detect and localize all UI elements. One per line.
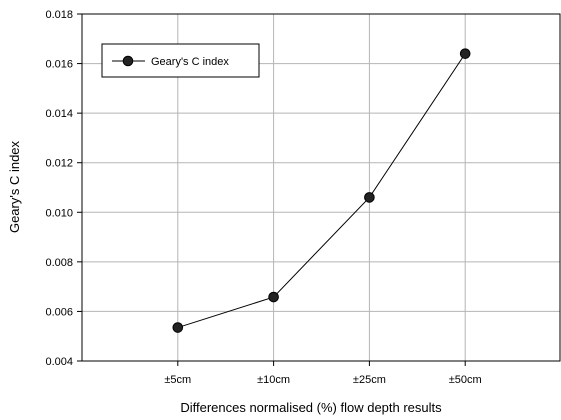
y-tick-label: 0.006 — [45, 306, 73, 318]
legend: Geary's C index — [101, 43, 260, 78]
x-tick-label: ±10cm — [257, 374, 290, 386]
y-tick-label: 0.014 — [45, 108, 73, 120]
series — [172, 48, 471, 333]
data-point — [364, 192, 375, 203]
y-tick-label: 0.018 — [45, 9, 73, 21]
x-axis-label: Differences normalised (%) flow depth re… — [180, 400, 442, 415]
data-point — [172, 322, 184, 333]
y-tick-label: 0.012 — [45, 158, 73, 170]
x-tick-label: ±5cm — [164, 374, 191, 386]
x-axis-ticks: ±5cm ±10cm ±25cm ±50cm — [164, 361, 482, 386]
data-point — [268, 291, 279, 303]
y-tick-label: 0.010 — [45, 207, 73, 219]
x-tick-label: ±50cm — [449, 374, 482, 386]
data-point — [459, 48, 471, 59]
legend-label: Geary's C index — [151, 56, 229, 68]
x-tick-label: ±25cm — [353, 374, 386, 386]
y-tick-label: 0.016 — [45, 59, 73, 71]
plot-frame — [81, 13, 561, 362]
y-tick-label: 0.008 — [45, 257, 73, 269]
y-axis-label: Geary's C index — [7, 140, 22, 233]
legend-marker — [122, 55, 134, 67]
y-tick-label: 0.004 — [45, 356, 73, 368]
y-axis-ticks: 0.004 0.006 0.008 0.010 0.012 0.014 0.016 0.018 — [45, 9, 82, 368]
series-line — [177, 53, 466, 329]
